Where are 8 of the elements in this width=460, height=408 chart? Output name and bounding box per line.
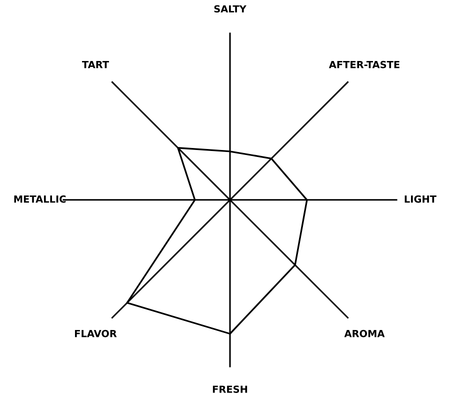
spoke-label: AROMA [344, 330, 385, 338]
spoke-label: FRESH [212, 386, 248, 393]
spoke-label: SALTY [214, 5, 246, 13]
spoke-label: LIGHT [404, 195, 436, 203]
spoke-label: AFTER-TASTE [328, 60, 400, 68]
spoke-label: METALLIC [14, 195, 66, 203]
spoke-label: FLAVOR [75, 330, 117, 338]
spoke-label: TART [82, 61, 109, 68]
